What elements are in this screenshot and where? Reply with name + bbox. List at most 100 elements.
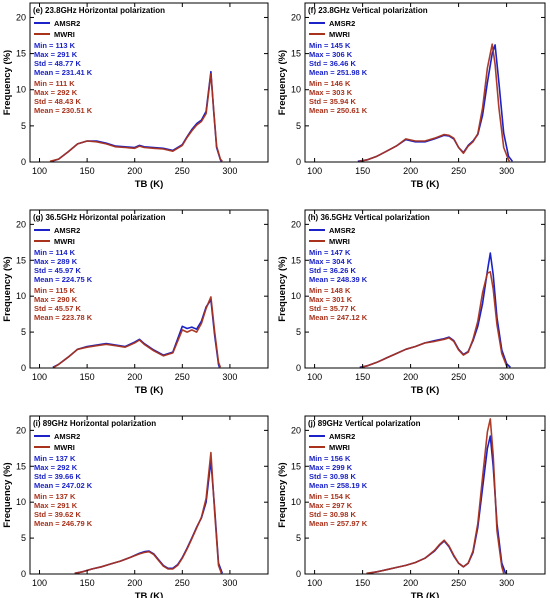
chart-title: (e) 23.8GHz Horizontal polarization <box>33 6 165 15</box>
stats-line: Max = 289 K <box>34 257 78 266</box>
legend-label: AMSR2 <box>329 226 355 235</box>
y-tick-label: 20 <box>16 425 26 435</box>
stats-line: Mean = 258.19 K <box>309 481 368 490</box>
stats-line: Max = 301 K <box>309 295 353 304</box>
y-tick-label: 20 <box>291 12 301 22</box>
x-tick-label: 300 <box>499 578 514 588</box>
stats-line: Max = 291 K <box>34 501 78 510</box>
x-tick-label: 100 <box>307 166 322 176</box>
y-axis-label: Frequency (%) <box>277 50 288 115</box>
x-tick-label: 200 <box>127 578 142 588</box>
y-axis-label: Frequency (%) <box>277 256 288 321</box>
chart-title: (f) 23.8GHz Vertical polarization <box>308 6 428 15</box>
stats-line: Min = 154 K <box>309 492 351 501</box>
series-line-mwri <box>74 451 223 575</box>
stats-line: Mean = 251.98 K <box>309 68 368 77</box>
y-tick-label: 10 <box>16 497 26 507</box>
y-tick-label: 20 <box>16 219 26 229</box>
stats-line: Mean = 247.02 K <box>34 481 93 490</box>
stats-line: Max = 304 K <box>309 257 353 266</box>
legend-label: MWRI <box>329 443 350 452</box>
stats-line: Max = 290 K <box>34 295 78 304</box>
y-tick-label: 0 <box>21 569 26 579</box>
stats-line: Max = 297 K <box>309 501 353 510</box>
y-tick-label: 20 <box>291 219 301 229</box>
stats-line: Min = 145 K <box>309 41 351 50</box>
stats-line: Max = 299 K <box>309 463 353 472</box>
legend-label: MWRI <box>54 30 75 39</box>
y-tick-label: 20 <box>16 12 26 22</box>
stats-line: Std = 36.46 K <box>309 59 356 68</box>
stats-line: Std = 35.94 K <box>309 97 356 106</box>
stats-line: Mean = 257.97 K <box>309 519 368 528</box>
y-tick-label: 5 <box>21 533 26 543</box>
y-tick-label: 20 <box>291 425 301 435</box>
y-tick-label: 15 <box>291 461 301 471</box>
legend-label: AMSR2 <box>329 19 355 28</box>
chart-panel: 100 150 200 250 300 0 5 10 15 20 TB (K) Frequency (… <box>277 415 546 598</box>
x-tick-label: 200 <box>127 372 142 382</box>
stats-line: Std = 48.77 K <box>34 59 81 68</box>
x-tick-label: 250 <box>175 166 190 176</box>
stats-line: Std = 45.97 K <box>34 266 81 275</box>
series-line-mwri <box>49 73 223 163</box>
x-tick-label: 100 <box>32 372 47 382</box>
stats-line: Mean = 230.51 K <box>34 106 93 115</box>
plot-area <box>305 210 545 368</box>
y-tick-label: 15 <box>16 461 26 471</box>
x-axis-label: TB (K) <box>411 385 440 396</box>
stats-line: Std = 48.43 K <box>34 97 81 106</box>
y-axis-label: Frequency (%) <box>2 50 13 115</box>
x-tick-label: 150 <box>80 372 95 382</box>
chart-panel: 100 150 200 250 300 0 5 10 15 20 TB (K) Frequency (… <box>2 2 269 190</box>
series-line-mwri <box>366 418 505 575</box>
plot-frame <box>29 415 269 575</box>
chart-panel: 100 150 200 250 300 0 5 10 15 20 TB (K) Frequency (… <box>277 209 546 396</box>
stats-line: Min = 114 K <box>34 248 76 257</box>
x-axis-label: TB (K) <box>135 591 164 598</box>
chart-panel: 100 150 200 250 300 0 5 10 15 20 TB (K) Frequency (… <box>2 415 269 598</box>
y-tick-label: 0 <box>21 363 26 373</box>
legend-label: MWRI <box>329 30 350 39</box>
legend-label: AMSR2 <box>54 19 80 28</box>
stats-line: Std = 45.57 K <box>34 304 81 313</box>
x-tick-label: 300 <box>499 372 514 382</box>
x-axis-label: TB (K) <box>135 179 164 190</box>
y-tick-label: 0 <box>296 569 301 579</box>
y-tick-label: 0 <box>21 157 26 167</box>
stats-line: Mean = 250.61 K <box>309 106 368 115</box>
x-tick-label: 300 <box>222 578 237 588</box>
series-line-mwri <box>360 270 509 369</box>
chart-title: (i) 89GHz Horizontal polarization <box>33 419 156 428</box>
y-tick-label: 0 <box>296 363 301 373</box>
stats-line: Max = 292 K <box>34 463 78 472</box>
legend-label: MWRI <box>54 443 75 452</box>
chart-title: (g) 36.5GHz Horizontal polarization <box>33 213 166 222</box>
plot-frame <box>304 209 546 369</box>
x-tick-label: 100 <box>32 166 47 176</box>
x-tick-label: 250 <box>451 578 466 588</box>
stats-line: Mean = 231.41 K <box>34 68 93 77</box>
x-tick-label: 300 <box>222 166 237 176</box>
x-tick-label: 250 <box>175 578 190 588</box>
chart-panel: 100 150 200 250 300 0 5 10 15 20 TB (K) Frequency (… <box>2 209 269 396</box>
legend-label: AMSR2 <box>54 226 80 235</box>
x-tick-label: 100 <box>32 578 47 588</box>
y-axis-label: Frequency (%) <box>2 462 13 527</box>
plot-area <box>30 210 268 368</box>
x-tick-label: 100 <box>307 372 322 382</box>
stats-line: Min = 147 K <box>309 248 351 257</box>
chart-title: (j) 89GHz Vertical polarization <box>308 419 421 428</box>
x-tick-label: 300 <box>499 166 514 176</box>
y-tick-label: 0 <box>296 157 301 167</box>
y-tick-label: 15 <box>291 255 301 265</box>
stats-line: Mean = 223.78 K <box>34 313 93 322</box>
y-axis-label: Frequency (%) <box>277 462 288 527</box>
x-tick-label: 250 <box>175 372 190 382</box>
x-tick-label: 150 <box>355 166 370 176</box>
x-tick-label: 300 <box>222 372 237 382</box>
chart-panel: 100 150 200 250 300 0 5 10 15 20 TB (K) Frequency (… <box>277 2 546 190</box>
x-tick-label: 200 <box>403 372 418 382</box>
plot-area <box>30 416 268 574</box>
